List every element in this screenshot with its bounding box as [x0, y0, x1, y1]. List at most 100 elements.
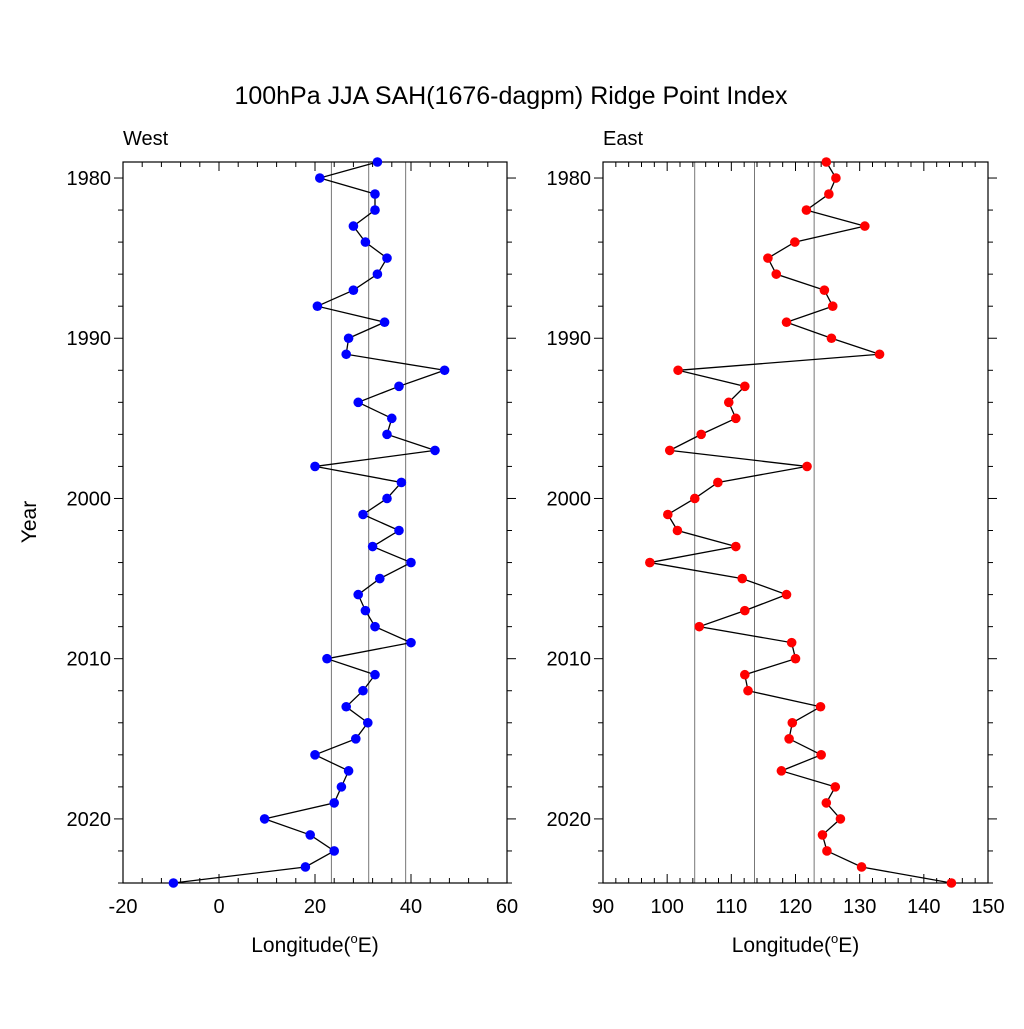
west-series-line: [173, 161, 445, 884]
west-data-point-1993: [394, 381, 404, 392]
east-data-point-2006: [781, 589, 792, 600]
east-data-point-1994: [723, 397, 734, 408]
east-data-point-2020: [835, 814, 846, 824]
west-data-point-1991: [341, 349, 352, 360]
west-x-tick-label: 20: [304, 896, 326, 918]
east-data-point-2007: [740, 605, 750, 616]
east-data-point-1999: [713, 477, 723, 488]
east-data-point-1980: [831, 173, 841, 183]
west-data-point-2024: [168, 878, 179, 888]
east-data-point-1997: [664, 445, 675, 456]
west-data-point-2005: [375, 573, 385, 584]
east-x-tick-label: 120: [779, 896, 812, 918]
west-data-point-2006: [353, 589, 364, 600]
east-data-point-1986: [771, 269, 782, 279]
west-y-tick-label: 1980: [67, 168, 112, 190]
west-data-point-2007: [360, 605, 371, 616]
east-y-tick-label: 2010: [547, 649, 592, 671]
west-x-axis-label-end: E): [358, 934, 379, 957]
west-data-point-1979: [372, 157, 383, 167]
west-data-point-2020: [259, 814, 270, 824]
west-data-point-2016: [310, 750, 320, 760]
east-x-tick-label: 140: [907, 896, 940, 918]
west-y-tick-label: 2010: [67, 649, 112, 671]
west-data-point-1987: [348, 285, 359, 295]
west-data-point-2010: [322, 653, 332, 664]
west-data-point-1990: [343, 333, 354, 344]
east-data-point-1983: [860, 221, 870, 231]
y-axis-label: Year: [18, 501, 41, 543]
east-x-axis-label-main: Longitude(: [732, 934, 831, 957]
west-x-axis-label: Longitude(oE): [251, 931, 378, 957]
east-data-point-2005: [737, 573, 748, 584]
west-data-point-2011: [370, 669, 380, 680]
east-x-tick-label: 150: [971, 896, 1004, 918]
west-data-point-1994: [353, 397, 364, 408]
west-data-point-1980: [315, 173, 325, 183]
east-data-point-1987: [819, 285, 830, 295]
east-x-tick-label: 100: [650, 896, 683, 918]
west-data-point-2008: [370, 621, 380, 632]
chart-title: 100hPa JJA SAH(1676-dagpm) Ridge Point I…: [234, 82, 788, 110]
west-data-point-1983: [348, 221, 359, 231]
east-data-point-2017: [776, 766, 787, 776]
east-series-line: [649, 161, 952, 884]
east-data-point-1990: [826, 333, 837, 344]
west-x-axis-label-main: Longitude(: [251, 934, 350, 957]
east-data-point-2019: [821, 798, 832, 808]
east-data-point-1993: [740, 381, 750, 392]
west-plot-frame: [122, 161, 508, 884]
west-data-point-2021: [305, 830, 316, 840]
west-x-axis-label-sup: o: [351, 931, 358, 946]
east-y-tick-label: 1980: [547, 168, 592, 190]
east-data-point-2024: [946, 878, 957, 888]
west-data-point-2023: [300, 862, 311, 872]
east-data-point-2009: [786, 637, 797, 648]
east-data-point-1979: [821, 157, 832, 167]
west-data-point-1985: [382, 253, 392, 263]
west-data-point-2015: [351, 734, 361, 744]
west-y-tick-label: 1990: [67, 328, 112, 350]
east-data-point-2023: [856, 862, 867, 872]
west-data-point-1998: [310, 461, 320, 472]
east-data-point-1985: [763, 253, 773, 263]
west-data-point-1981: [370, 189, 380, 199]
west-x-tick-label: 40: [400, 896, 422, 918]
east-data-point-2013: [815, 701, 826, 712]
west-panel: West -20 0 20 40 60 Longitude(oE) 1980 1990 2000 2…: [67, 128, 519, 957]
east-data-point-1984: [790, 237, 800, 247]
west-panel-label: West: [123, 128, 169, 150]
east-data-point-2014: [787, 717, 798, 728]
east-x-axis-label: Longitude(oE): [732, 931, 859, 957]
east-data-point-2004: [645, 557, 655, 568]
east-y-tick-label: 1990: [547, 328, 592, 350]
east-data-point-2021: [817, 830, 828, 840]
east-panel-label: East: [603, 128, 643, 150]
west-data-point-1997: [430, 445, 440, 456]
west-data-point-1996: [382, 429, 392, 440]
east-x-axis-label-end: E): [838, 934, 859, 957]
east-data-point-2015: [784, 734, 794, 744]
east-x-tick-label: 130: [843, 896, 876, 918]
east-data-point-1995: [731, 413, 741, 424]
west-data-point-1989: [379, 317, 390, 328]
east-x-tick-label: 110: [715, 896, 747, 918]
east-y-tick-label: 2020: [547, 809, 592, 831]
west-x-tick-label: -20: [109, 896, 138, 918]
west-data-point-1984: [360, 237, 371, 247]
east-x-tick-label: 90: [592, 896, 614, 918]
west-data-point-2002: [394, 525, 404, 536]
east-data-point-1998: [802, 461, 812, 472]
west-data-point-1988: [312, 301, 323, 312]
west-data-point-2012: [358, 685, 368, 696]
east-data-point-2012: [743, 685, 753, 696]
west-data-point-2013: [341, 701, 352, 712]
east-data-point-2002: [672, 525, 683, 536]
west-data-point-2018: [336, 782, 347, 792]
east-data-point-1981: [824, 189, 834, 199]
east-data-point-2010: [790, 653, 801, 664]
west-data-point-2004: [406, 557, 416, 568]
west-y-tick-label: 2020: [67, 809, 112, 831]
